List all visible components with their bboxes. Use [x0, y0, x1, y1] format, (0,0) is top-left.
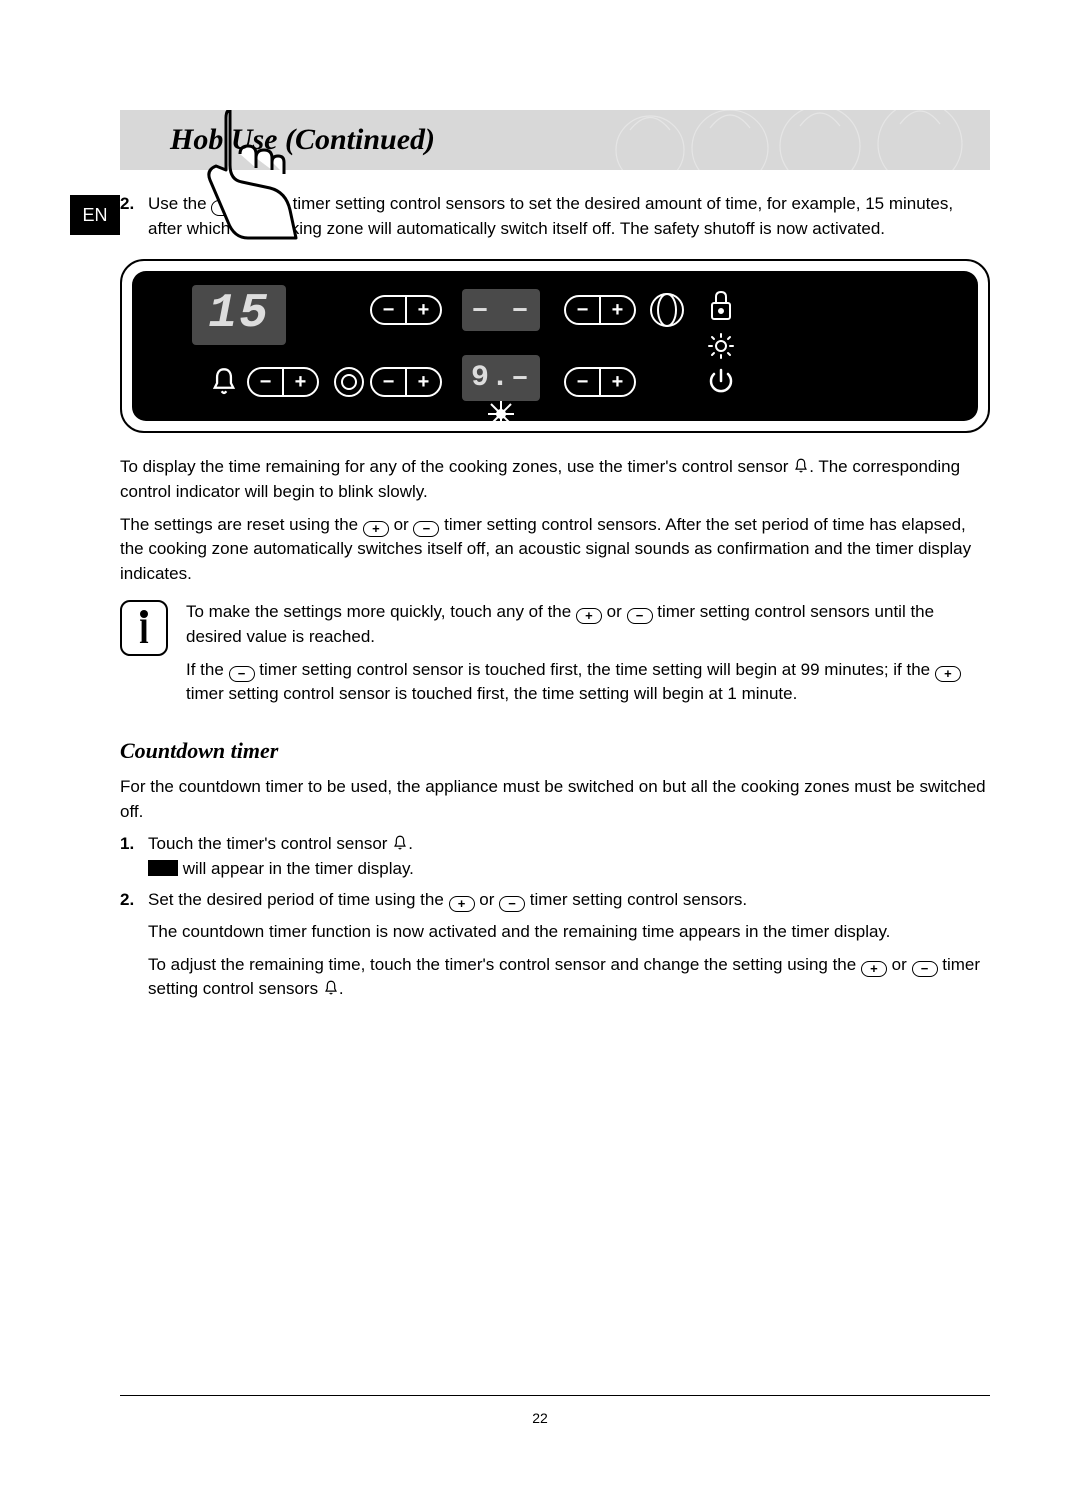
display-blank-icon [148, 860, 178, 876]
bell-icon [392, 834, 408, 853]
page-number: 22 [0, 1410, 1080, 1426]
countdown-heading: Countdown timer [120, 735, 990, 767]
plus-icon: + [363, 521, 389, 537]
lock-icon [706, 289, 736, 323]
step-number: 2. [120, 192, 148, 241]
zone-control-4: −+ [564, 367, 636, 397]
countdown-step-1: 1. Touch the timer's control sensor . wi… [120, 832, 990, 881]
zone-control-3: −+ [370, 367, 442, 397]
mid-display-1: – – [471, 289, 531, 333]
countdown-step-2: 2. Set the desired period of time using … [120, 888, 990, 1011]
minus-icon: − [229, 666, 255, 682]
header-decoration [590, 110, 990, 170]
language-tab: EN [70, 195, 120, 235]
plus-icon: + [449, 896, 475, 912]
minus-icon: − [499, 896, 525, 912]
control-panel-frame: 15 – – 9.– −+ −+ −+ [120, 259, 990, 433]
info-note: l To make the settings more quickly, tou… [120, 600, 990, 715]
bell-icon [793, 457, 809, 476]
indicator-star-icon [488, 401, 514, 427]
minus-icon: − [627, 608, 653, 624]
minus-icon: − [912, 961, 938, 977]
footer-rule [120, 1395, 990, 1396]
countdown-intro: For the countdown timer to be used, the … [120, 775, 990, 824]
bell-icon [210, 367, 238, 397]
plus-icon: + [861, 961, 887, 977]
info-text: To make the settings more quickly, touch… [186, 600, 990, 715]
zone-ring-icon [332, 365, 366, 399]
mid-display-2: 9.– [471, 357, 531, 401]
dual-zone-icon [648, 291, 686, 329]
plus-icon: + [576, 608, 602, 624]
zone-control-1: −+ [370, 295, 442, 325]
light-icon [708, 333, 734, 359]
power-icon [706, 367, 736, 397]
timer-control: −+ [247, 367, 319, 397]
info-icon: l [120, 600, 168, 656]
zone-control-2: −+ [564, 295, 636, 325]
section-title: Hob Use (Continued) [170, 123, 435, 157]
paragraph-reset: The settings are reset using the + or − … [120, 513, 990, 587]
control-panel: 15 – – 9.– −+ −+ −+ [132, 271, 978, 421]
main-display: 15 [208, 280, 270, 350]
minus-icon: − [413, 521, 439, 537]
bell-icon [323, 979, 339, 998]
paragraph-display-time: To display the time remaining for any of… [120, 455, 990, 504]
plus-icon: + [935, 666, 961, 682]
